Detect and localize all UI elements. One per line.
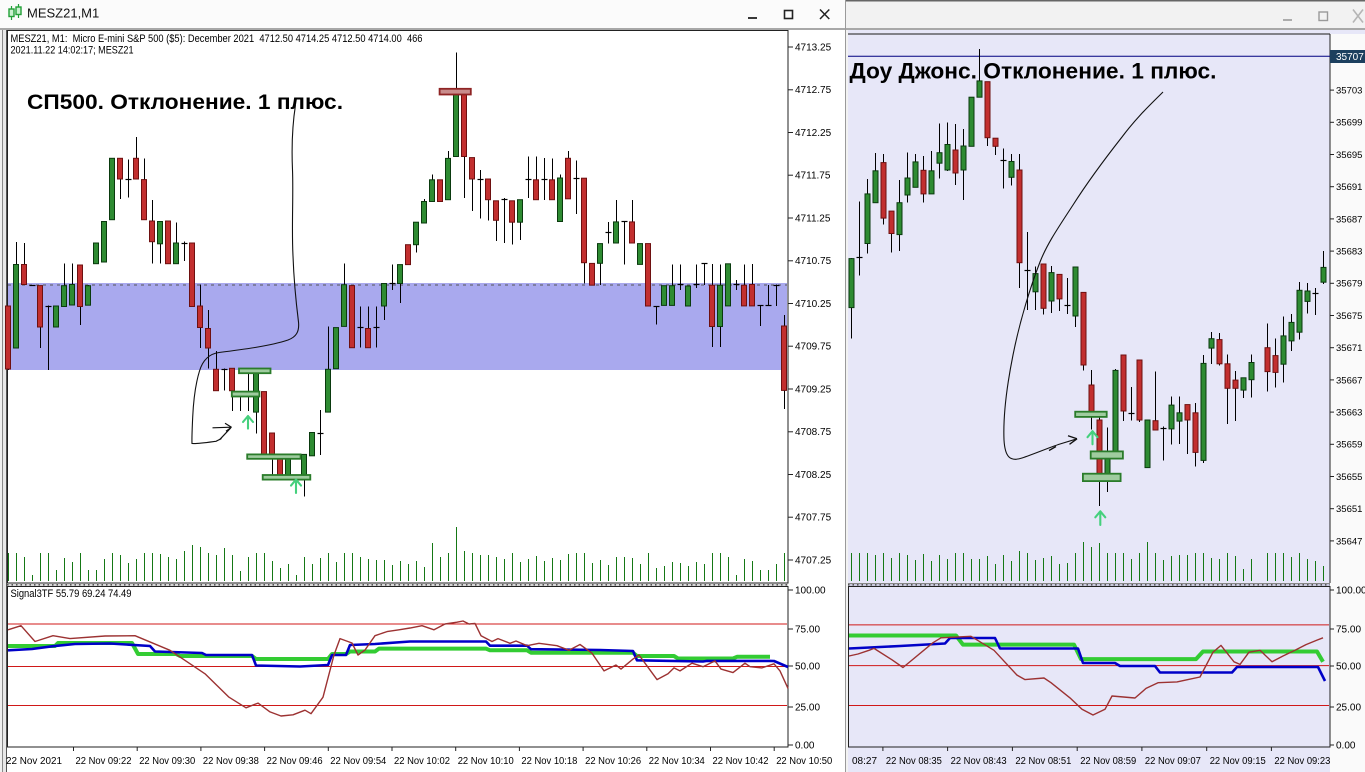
- svg-text:MESZ21, M1: Micro E-mini S&P: MESZ21, M1: Micro E-mini S&P 500 ($5): D…: [11, 33, 423, 45]
- svg-text:4710.75: 4710.75: [795, 256, 832, 267]
- svg-text:22 Nov 09:38: 22 Nov 09:38: [203, 756, 259, 767]
- svg-text:35675: 35675: [1336, 311, 1362, 322]
- svg-text:22 Nov 10:02: 22 Nov 10:02: [394, 756, 450, 767]
- svg-text:4711.25: 4711.25: [795, 213, 831, 224]
- svg-text:4712.25: 4712.25: [795, 128, 832, 139]
- svg-text:22 Nov 10:50: 22 Nov 10:50: [776, 756, 832, 767]
- svg-text:4707.25: 4707.25: [795, 555, 832, 566]
- svg-text:22 Nov 09:22: 22 Nov 09:22: [76, 756, 132, 767]
- svg-text:22 Nov 10:18: 22 Nov 10:18: [521, 756, 577, 767]
- svg-text:35667: 35667: [1336, 375, 1362, 386]
- svg-text:22 Nov 08:59: 22 Nov 08:59: [1080, 756, 1136, 767]
- svg-text:4710.25: 4710.25: [795, 299, 832, 310]
- svg-text:4712.75: 4712.75: [795, 85, 832, 96]
- svg-text:0.00: 0.00: [795, 740, 815, 751]
- svg-text:75.00: 75.00: [1336, 624, 1361, 635]
- svg-text:35691: 35691: [1336, 182, 1362, 193]
- svg-text:2021.11.22 14:02:17; MESZ21: 2021.11.22 14:02:17; MESZ21: [11, 45, 134, 57]
- svg-text:4707.75: 4707.75: [795, 513, 832, 524]
- svg-text:35695: 35695: [1336, 150, 1362, 161]
- svg-text:4713.25: 4713.25: [795, 42, 832, 53]
- svg-text:22 Nov 09:07: 22 Nov 09:07: [1145, 756, 1201, 767]
- svg-text:35647: 35647: [1336, 536, 1362, 547]
- svg-text:22 Nov 10:42: 22 Nov 10:42: [713, 756, 769, 767]
- svg-text:25.00: 25.00: [795, 702, 820, 713]
- svg-text:35671: 35671: [1336, 343, 1362, 354]
- svg-text:50.00: 50.00: [1336, 661, 1361, 672]
- svg-text:100.00: 100.00: [795, 585, 826, 596]
- svg-text:22 Nov 09:46: 22 Nov 09:46: [267, 756, 323, 767]
- svg-text:75.00: 75.00: [795, 624, 820, 635]
- svg-text:35687: 35687: [1336, 214, 1362, 225]
- svg-text:50.00: 50.00: [795, 661, 820, 672]
- svg-text:35663: 35663: [1336, 408, 1362, 419]
- svg-text:35683: 35683: [1336, 247, 1362, 258]
- svg-text:0.00: 0.00: [1336, 740, 1356, 751]
- svg-text:08:27: 08:27: [852, 756, 877, 767]
- svg-text:4709.75: 4709.75: [795, 342, 832, 353]
- svg-text:4711.75: 4711.75: [795, 171, 831, 182]
- svg-text:35679: 35679: [1336, 279, 1362, 290]
- svg-text:22 Nov 09:30: 22 Nov 09:30: [139, 756, 195, 767]
- svg-text:100.00: 100.00: [1336, 585, 1365, 596]
- svg-text:35703: 35703: [1336, 86, 1362, 97]
- svg-text:35659: 35659: [1336, 440, 1362, 451]
- svg-text:22 Nov 10:26: 22 Nov 10:26: [585, 756, 641, 767]
- svg-text:22 Nov 10:10: 22 Nov 10:10: [458, 756, 514, 767]
- svg-text:22 Nov 08:35: 22 Nov 08:35: [886, 756, 942, 767]
- svg-text:35707: 35707: [1336, 52, 1364, 63]
- svg-text:22 Nov 2021: 22 Nov 2021: [6, 756, 62, 767]
- svg-text:22 Nov 09:15: 22 Nov 09:15: [1210, 756, 1266, 767]
- svg-text:22 Nov 08:51: 22 Nov 08:51: [1015, 756, 1071, 767]
- svg-text:4709.25: 4709.25: [795, 384, 832, 395]
- svg-text:35655: 35655: [1336, 472, 1362, 483]
- svg-text:35699: 35699: [1336, 118, 1362, 129]
- svg-text:Доу Джонс. Отклонение. 1 плюс.: Доу Джонс. Отклонение. 1 плюс.: [850, 59, 1217, 84]
- svg-text:25.00: 25.00: [1336, 702, 1361, 713]
- svg-text:22 Nov 10:34: 22 Nov 10:34: [649, 756, 705, 767]
- svg-text:22 Nov 09:54: 22 Nov 09:54: [330, 756, 386, 767]
- svg-text:35651: 35651: [1336, 504, 1362, 515]
- svg-text:22 Nov 09:23: 22 Nov 09:23: [1274, 756, 1330, 767]
- svg-text:Signal3TF 55.79 69.24 74.49: Signal3TF 55.79 69.24 74.49: [11, 588, 132, 600]
- svg-text:4708.25: 4708.25: [795, 470, 832, 481]
- svg-text:СП500. Отклонение. 1 плюс.: СП500. Отклонение. 1 плюс.: [27, 90, 343, 114]
- svg-text:MESZ21,M1: MESZ21,M1: [27, 6, 99, 21]
- svg-text:4708.75: 4708.75: [795, 427, 832, 438]
- svg-text:22 Nov 08:43: 22 Nov 08:43: [951, 756, 1007, 767]
